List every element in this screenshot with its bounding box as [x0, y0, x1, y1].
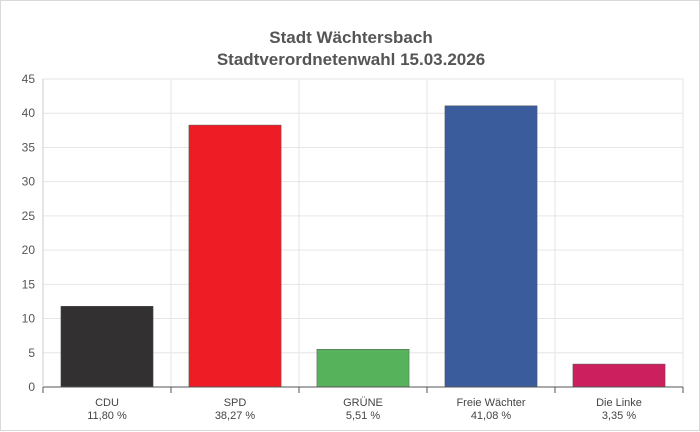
bar-gr-ne	[316, 349, 410, 388]
x-value-label: 11,80 %	[87, 410, 127, 422]
x-category-label: CDU	[95, 397, 119, 409]
y-tick-label: 0	[28, 380, 35, 394]
x-category-label: GRÜNE	[343, 397, 383, 409]
grid-lines	[43, 78, 684, 387]
bars	[60, 105, 666, 388]
bar-cdu	[60, 305, 154, 388]
bar-freie-w-chter	[444, 105, 538, 388]
axes	[42, 79, 683, 388]
x-value-label: 41,08 %	[471, 410, 512, 422]
y-tick-label: 20	[22, 243, 36, 257]
x-value-label: 38,27 %	[215, 410, 256, 422]
x-value-label: 5,51 %	[346, 410, 380, 422]
x-value-label: 3,35 %	[602, 410, 636, 422]
y-tick-label: 25	[22, 209, 36, 223]
chart-subtitle: Stadtverordnetenwahl 15.03.2026	[217, 50, 485, 69]
x-category-label: SPD	[224, 397, 247, 409]
y-tick-label: 45	[22, 72, 36, 86]
x-category-label: Die Linke	[596, 397, 642, 409]
y-tick-label: 35	[22, 140, 36, 154]
y-tick-label: 10	[22, 312, 36, 326]
chart-title: Stadt Wächtersbach	[269, 28, 432, 47]
y-tick-label: 15	[22, 277, 36, 291]
y-tick-labels: 0 5 10 15 20 25 30 35 40 45	[22, 72, 36, 394]
x-category-label: Freie Wächter	[456, 397, 525, 409]
bar-die-linke	[572, 363, 666, 388]
y-tick-label: 40	[22, 106, 36, 120]
y-tick-label: 30	[22, 175, 36, 189]
bar-spd	[188, 124, 282, 388]
y-tick-label: 5	[28, 346, 35, 360]
